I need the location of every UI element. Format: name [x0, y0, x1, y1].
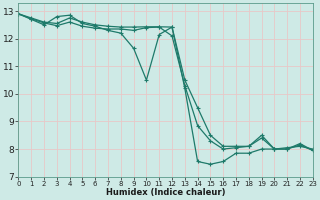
X-axis label: Humidex (Indice chaleur): Humidex (Indice chaleur)	[106, 188, 225, 197]
